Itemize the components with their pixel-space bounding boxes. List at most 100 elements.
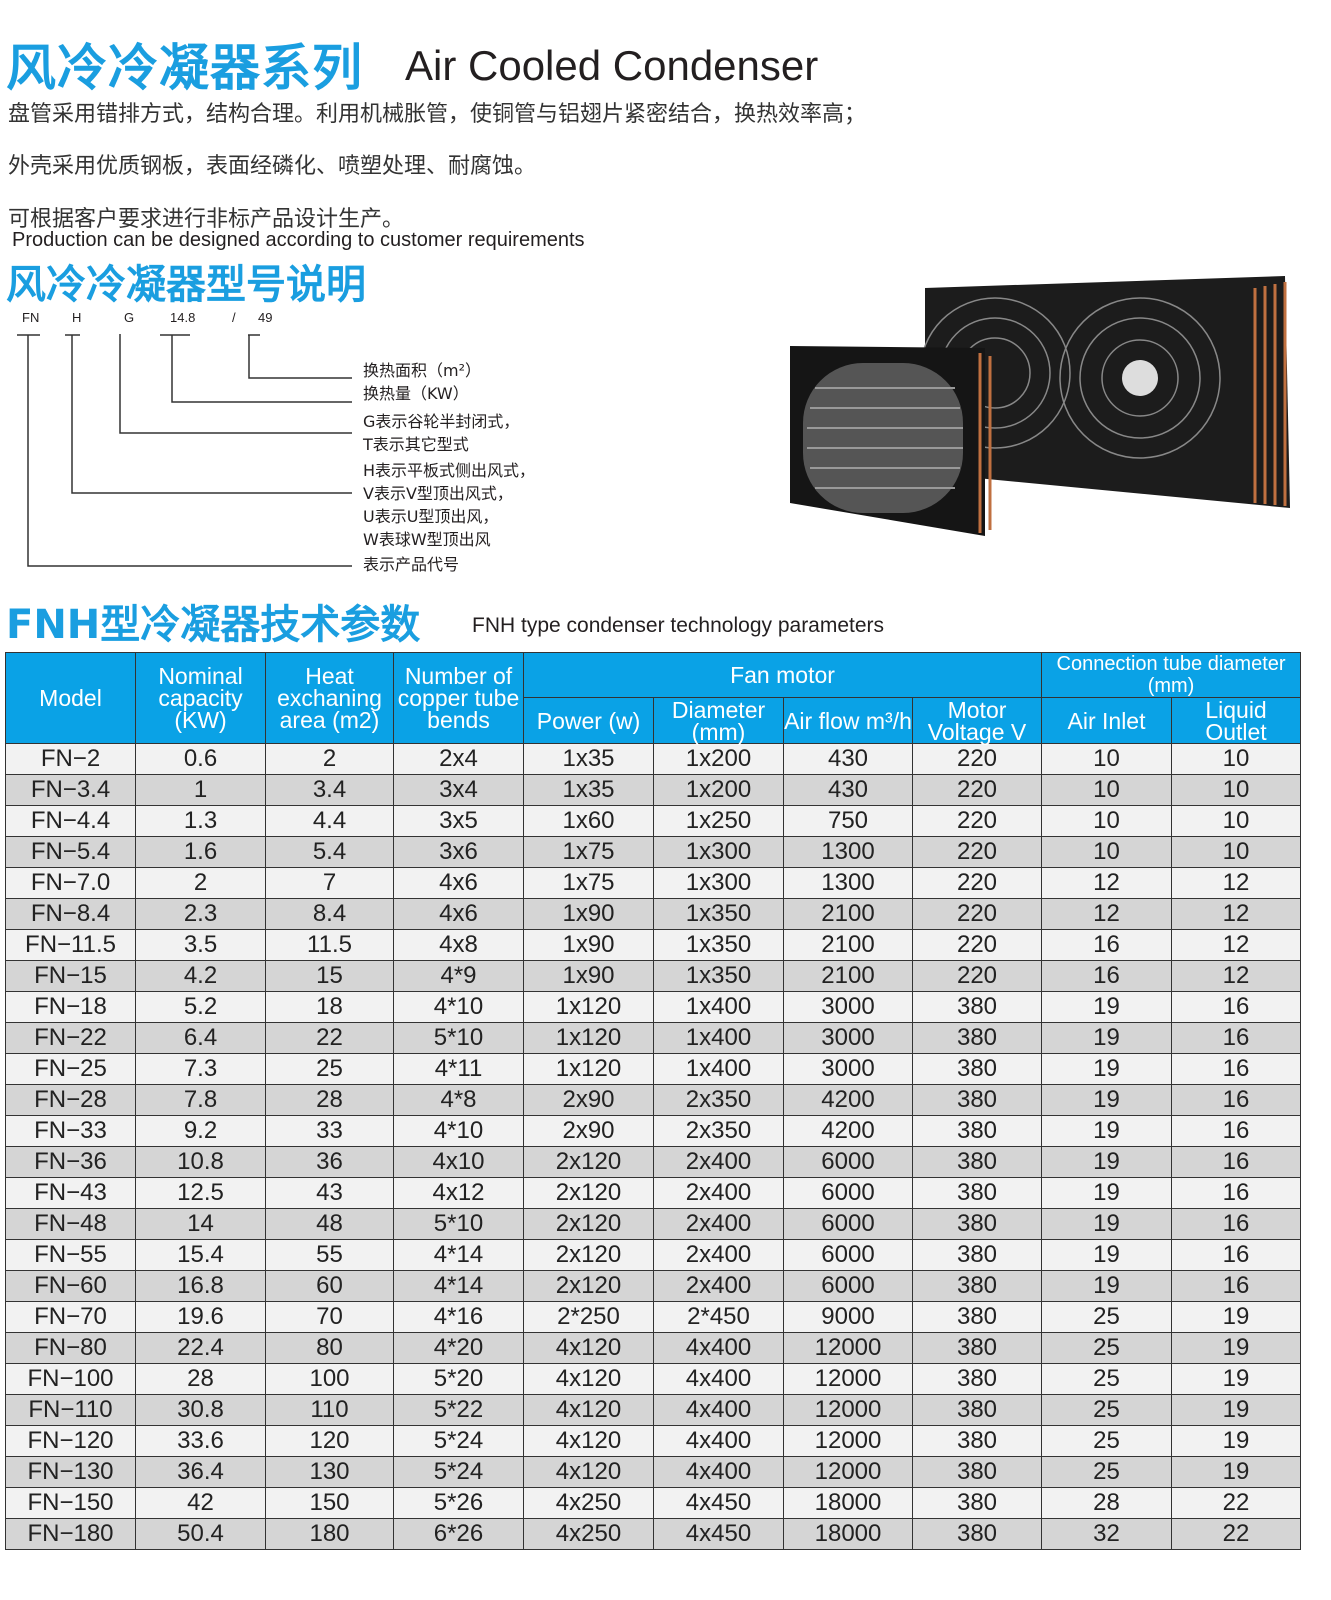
table-row: FN−18 5.2 18 4*10 1x120 1x400 3000 380 19 16 <box>5 991 1302 1023</box>
cell-airflow: 12000 <box>783 1394 913 1426</box>
cell-area: 28 <box>265 1084 394 1116</box>
table-row: FN−55 15.4 55 4*14 2x120 2x400 6000 380 19 16 <box>5 1239 1302 1271</box>
legend-g: G表示谷轮半封闭式， <box>363 412 520 431</box>
cell-airflow: 3000 <box>783 1053 913 1085</box>
cell-bends: 3x4 <box>393 774 524 806</box>
cell-capacity: 22.4 <box>135 1332 266 1364</box>
cell-diameter: 2x400 <box>653 1239 784 1271</box>
cell-model: FN−22 <box>5 1022 136 1054</box>
header-power: Power (w) <box>523 697 654 744</box>
cell-area: 4.4 <box>265 805 394 837</box>
cell-area: 110 <box>265 1394 394 1426</box>
cell-power: 4x120 <box>523 1456 654 1488</box>
cell-airflow: 12000 <box>783 1456 913 1488</box>
cell-capacity: 6.4 <box>135 1022 266 1054</box>
cell-power: 4x120 <box>523 1394 654 1426</box>
cell-liquid-outlet: 22 <box>1171 1487 1302 1519</box>
cell-power: 4x120 <box>523 1332 654 1364</box>
header-diameter: Diameter (mm) <box>653 697 784 744</box>
header-liquid-outlet: Liquid Outlet <box>1171 697 1302 744</box>
cell-capacity: 33.6 <box>135 1425 266 1457</box>
cell-capacity: 28 <box>135 1363 266 1395</box>
cell-airflow: 18000 <box>783 1518 913 1550</box>
cell-diameter: 1x400 <box>653 1022 784 1054</box>
cell-capacity: 1 <box>135 774 266 806</box>
cell-power: 2x90 <box>523 1084 654 1116</box>
cell-diameter: 4x450 <box>653 1518 784 1550</box>
cell-bends: 5*10 <box>393 1208 524 1240</box>
cell-bends: 4x12 <box>393 1177 524 1209</box>
cell-air-inlet: 19 <box>1041 1022 1173 1054</box>
cell-diameter: 1x400 <box>653 1053 784 1085</box>
cell-liquid-outlet: 12 <box>1171 867 1302 899</box>
cell-bends: 5*24 <box>393 1456 524 1488</box>
cell-air-inlet: 25 <box>1041 1394 1173 1426</box>
cell-airflow: 430 <box>783 774 913 806</box>
cell-liquid-outlet: 19 <box>1171 1301 1302 1333</box>
legend-w: W表球W型顶出风 <box>363 530 491 549</box>
cell-air-inlet: 10 <box>1041 805 1173 837</box>
cell-air-inlet: 10 <box>1041 743 1173 775</box>
cell-power: 1x35 <box>523 743 654 775</box>
cell-diameter: 1x350 <box>653 898 784 930</box>
cell-airflow: 430 <box>783 743 913 775</box>
cell-capacity: 3.5 <box>135 929 266 961</box>
cell-airflow: 2100 <box>783 960 913 992</box>
cell-area: 80 <box>265 1332 394 1364</box>
cell-model: FN−28 <box>5 1084 136 1116</box>
cell-airflow: 4200 <box>783 1115 913 1147</box>
table-row: FN−11.5 3.5 11.5 4x8 1x90 1x350 2100 220 16 12 <box>5 929 1302 961</box>
cell-diameter: 1x350 <box>653 960 784 992</box>
cell-liquid-outlet: 10 <box>1171 805 1302 837</box>
cell-capacity: 14 <box>135 1208 266 1240</box>
description-line-3: 可根据客户要求进行非标产品设计生产。 <box>8 207 405 232</box>
cell-power: 1x90 <box>523 898 654 930</box>
cell-voltage: 380 <box>911 1022 1043 1054</box>
cell-model: FN−8.4 <box>5 898 136 930</box>
cell-bends: 2x4 <box>393 743 524 775</box>
cell-air-inlet: 16 <box>1041 960 1173 992</box>
table-row: FN−5.4 1.6 5.4 3x6 1x75 1x300 1300 220 10 10 <box>5 836 1302 868</box>
cell-capacity: 10.8 <box>135 1146 266 1178</box>
cell-capacity: 42 <box>135 1487 266 1519</box>
cell-capacity: 50.4 <box>135 1518 266 1550</box>
table-row: FN−8.4 2.3 8.4 4x6 1x90 1x350 2100 220 12 12 <box>5 898 1302 930</box>
cell-capacity: 7.3 <box>135 1053 266 1085</box>
cell-diameter: 4x400 <box>653 1425 784 1457</box>
header-airflow: Air flow m³/h <box>783 697 913 744</box>
cell-power: 1x120 <box>523 1053 654 1085</box>
table-row: FN−120 33.6 120 5*24 4x120 4x400 12000 380 25 19 <box>5 1425 1302 1457</box>
cell-airflow: 6000 <box>783 1177 913 1209</box>
cell-voltage: 220 <box>911 898 1043 930</box>
cell-capacity: 4.2 <box>135 960 266 992</box>
cell-airflow: 2100 <box>783 929 913 961</box>
legend-v: V表示V型顶出风式， <box>363 484 513 503</box>
cell-power: 2x120 <box>523 1177 654 1209</box>
cell-area: 55 <box>265 1239 394 1271</box>
cell-liquid-outlet: 19 <box>1171 1363 1302 1395</box>
cell-liquid-outlet: 12 <box>1171 929 1302 961</box>
cell-area: 3.4 <box>265 774 394 806</box>
cell-model: FN−7.0 <box>5 867 136 899</box>
header-air-inlet: Air Inlet <box>1041 697 1173 744</box>
cell-diameter: 4x400 <box>653 1394 784 1426</box>
cell-area: 48 <box>265 1208 394 1240</box>
cell-model: FN−18 <box>5 991 136 1023</box>
header-fan-motor: Fan motor <box>522 652 1043 698</box>
table-row: FN−7.0 2 7 4x6 1x75 1x300 1300 220 12 12 <box>5 867 1302 899</box>
cell-bends: 4*11 <box>393 1053 524 1085</box>
cell-liquid-outlet: 19 <box>1171 1394 1302 1426</box>
cell-liquid-outlet: 10 <box>1171 836 1302 868</box>
cell-area: 15 <box>265 960 394 992</box>
cell-diameter: 4x400 <box>653 1456 784 1488</box>
cell-area: 8.4 <box>265 898 394 930</box>
cell-capacity: 30.8 <box>135 1394 266 1426</box>
table-row: FN−100 28 100 5*20 4x120 4x400 12000 380 25 19 <box>5 1363 1302 1395</box>
cell-airflow: 12000 <box>783 1363 913 1395</box>
page-title-en: Air Cooled Condenser <box>405 42 819 89</box>
cell-airflow: 3000 <box>783 991 913 1023</box>
cell-power: 1x75 <box>523 867 654 899</box>
cell-power: 1x35 <box>523 774 654 806</box>
table-row: FN−60 16.8 60 4*14 2x120 2x400 6000 380 19 16 <box>5 1270 1302 1302</box>
legend-area: 换热面积（m²） <box>363 361 482 380</box>
